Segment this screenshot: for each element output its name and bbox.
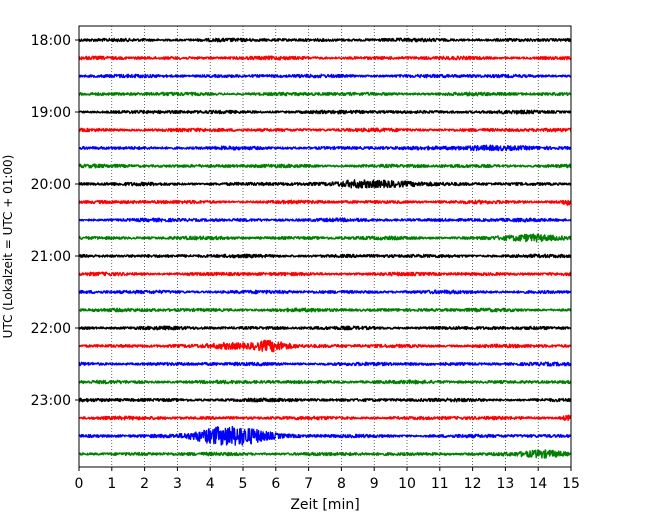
seismogram-trace (78, 253, 572, 259)
x-tick-label: 1 (107, 476, 116, 492)
x-tick-label: 14 (529, 476, 547, 492)
seismogram-trace (78, 379, 572, 385)
seismogram-trace (78, 289, 572, 295)
seismogram-trace (78, 325, 572, 331)
seismogram-trace (78, 414, 572, 422)
x-tick-label: 9 (370, 476, 379, 492)
seismogram-trace (78, 199, 572, 206)
seismogram-trace (78, 233, 572, 243)
x-tick-label: 15 (562, 476, 580, 492)
y-tick-label: 20:00 (31, 177, 71, 193)
x-tick-label: 11 (431, 476, 449, 492)
plot-frame (78, 25, 572, 468)
x-tick-label: 4 (206, 476, 215, 492)
x-axis-label: Zeit [min] (290, 497, 359, 513)
y-tick-label: 19:00 (31, 105, 71, 121)
x-axis-ticks: 0 1 2 3 4 5 6 7 8 9 10 11 12 13 14 15 (75, 467, 580, 492)
seismogram-trace (78, 91, 572, 97)
x-tick-label: 0 (75, 476, 84, 492)
seismogram-trace (78, 397, 572, 403)
y-tick-label: 22:00 (31, 321, 71, 337)
seismogram-trace (78, 163, 572, 169)
seismogram-trace (78, 425, 572, 446)
seismogram-trace (78, 73, 572, 79)
x-tick-label: 7 (304, 476, 313, 492)
seismogram-trace (78, 127, 572, 133)
y-tick-label: 21:00 (31, 249, 71, 265)
x-tick-label: 3 (173, 476, 182, 492)
seismogram-trace (78, 339, 572, 353)
seismogram-trace (78, 271, 572, 277)
seismogram-trace (78, 55, 572, 61)
x-tick-label: 8 (337, 476, 346, 492)
y-tick-label: 23:00 (31, 393, 71, 409)
seismogram-trace (78, 109, 572, 115)
y-axis-label: UTC (Lokalzeit = UTC + 01:00) (1, 155, 15, 339)
seismogram-trace (78, 449, 572, 459)
x-tick-label: 2 (140, 476, 149, 492)
seismogram-trace (78, 307, 572, 313)
seismogram-traces (78, 37, 572, 459)
seismogram-trace (78, 37, 572, 43)
y-axis-ticks: 18:00 19:00 20:00 21:00 22:00 23:00 (31, 33, 79, 409)
x-tick-label: 6 (271, 476, 280, 492)
x-tick-label: 12 (464, 476, 482, 492)
seismogram-trace (78, 217, 572, 223)
x-tick-label: 13 (496, 476, 514, 492)
y-tick-label: 18:00 (31, 33, 71, 49)
seismogram-trace (78, 179, 572, 189)
seismogram-trace (78, 361, 572, 367)
x-tick-label: 10 (398, 476, 416, 492)
seismogram-trace (78, 144, 572, 152)
x-tick-label: 5 (239, 476, 248, 492)
